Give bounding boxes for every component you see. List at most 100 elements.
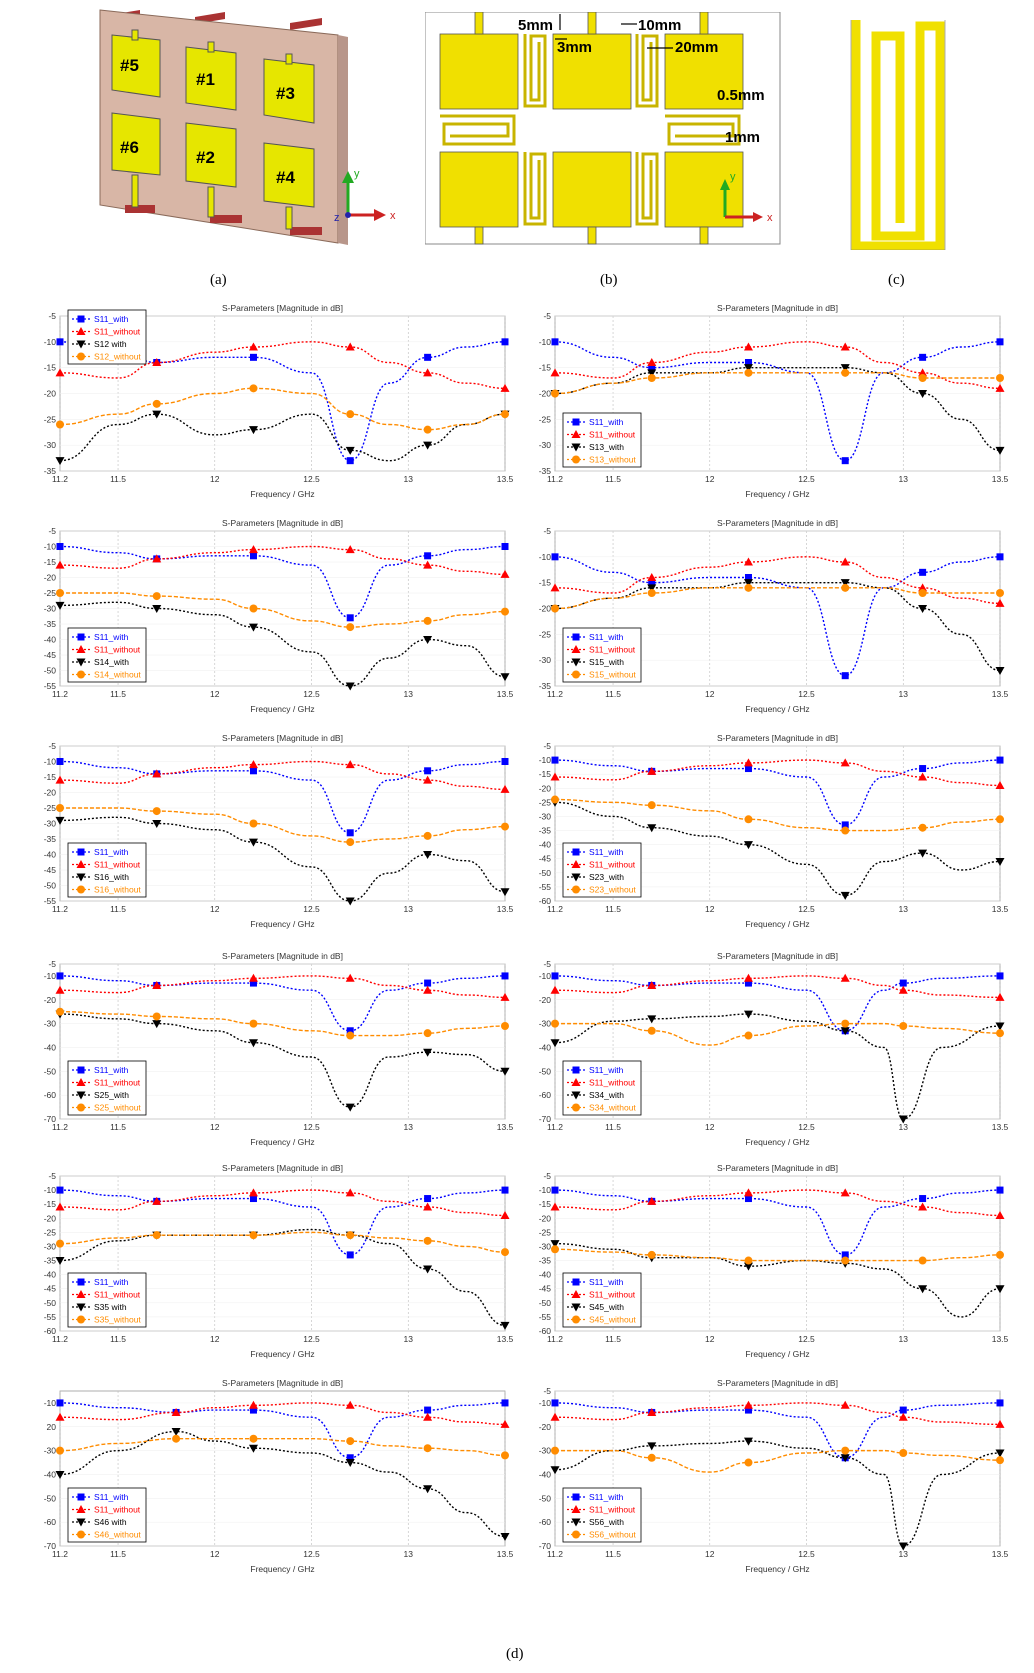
- series-line: [59, 601, 506, 687]
- y-tick-label: -50: [44, 1493, 57, 1503]
- x-tick-label: 13.5: [992, 474, 1009, 484]
- data-point: [424, 979, 432, 987]
- series-1: [550, 556, 1005, 607]
- legend-label: S34_without: [589, 1103, 636, 1113]
- data-point: [647, 584, 657, 593]
- x-tick-label: 13.5: [497, 1549, 514, 1559]
- dim-label: 0.5mm: [717, 87, 765, 104]
- data-point: [345, 1400, 355, 1409]
- y-tick-label: -45: [539, 1284, 552, 1294]
- y-tick-label: -35: [44, 1256, 57, 1266]
- series-line: [59, 413, 506, 462]
- data-point: [423, 1048, 433, 1057]
- data-point: [501, 410, 509, 419]
- data-point: [346, 410, 355, 419]
- data-point: [424, 353, 432, 361]
- data-point: [55, 560, 65, 569]
- data-point: [899, 979, 907, 987]
- x-tick-label: 13: [404, 1549, 414, 1559]
- data-point: [248, 838, 258, 847]
- x-tick-label: 11.5: [605, 1334, 621, 1344]
- data-point: [346, 614, 354, 622]
- y-tick-label: -40: [539, 1270, 552, 1280]
- x-tick-label: 13: [899, 474, 909, 484]
- data-point: [996, 374, 1004, 382]
- legend-marker: [77, 670, 85, 679]
- data-point: [996, 1029, 1004, 1038]
- data-point: [249, 819, 258, 828]
- legend-label: S11_without: [589, 860, 636, 870]
- data-point: [647, 766, 657, 775]
- y-tick-label: -10: [539, 1185, 552, 1195]
- x-tick-label: 12.5: [303, 1122, 320, 1132]
- axis-x-label: x: [767, 212, 773, 224]
- data-point: [841, 457, 849, 465]
- legend-marker: [77, 1278, 85, 1286]
- y-tick-label: -5: [543, 1386, 551, 1396]
- y-tick-label: -60: [44, 1517, 57, 1527]
- data-point: [501, 1451, 509, 1460]
- sparam-chart: S-Parameters [Magnitude in dB] 11.2 11.5 12…: [539, 951, 1009, 1147]
- series-line: [59, 760, 506, 791]
- data-point: [152, 554, 162, 563]
- x-tick-label: 12.5: [303, 474, 320, 484]
- data-point: [919, 353, 927, 361]
- legend-marker: [571, 1518, 581, 1527]
- patch-label: #4: [276, 168, 295, 187]
- data-point: [899, 1449, 908, 1457]
- y-tick-label: -55: [539, 1312, 552, 1322]
- data-point: [743, 841, 753, 850]
- x-tick-label: 11.5: [605, 1122, 621, 1132]
- y-tick-label: -10: [539, 971, 552, 981]
- data-point: [346, 1437, 355, 1446]
- legend-label: S16_without: [94, 885, 141, 895]
- legend: S11_with S11_without S14_with S14_without: [67, 627, 147, 683]
- legend-label: S14_without: [94, 670, 141, 680]
- legend-marker: [572, 1278, 580, 1286]
- series-line: [59, 341, 506, 390]
- series-line: [554, 587, 1000, 610]
- caption-d: (d): [506, 1646, 524, 1662]
- patch-label: #3: [276, 84, 295, 103]
- legend-marker: [76, 645, 86, 653]
- data-point: [918, 1256, 927, 1265]
- legend: S11_with S11_without S35 with S35_without: [67, 1272, 147, 1328]
- legend-label: S12 with: [94, 339, 127, 349]
- data-point: [55, 368, 65, 377]
- chart-title: S-Parameters [Magnitude in dB]: [222, 951, 343, 961]
- data-point: [996, 756, 1004, 764]
- data-point: [500, 888, 510, 897]
- data-point: [423, 1412, 433, 1421]
- data-point: [996, 553, 1004, 561]
- y-tick-label: -5: [48, 311, 56, 321]
- y-tick-label: -60: [539, 896, 552, 906]
- y-tick-label: -10: [44, 1185, 57, 1195]
- legend: S11_with S11_without S25_with S25_without: [67, 1060, 147, 1116]
- series-1: [55, 1188, 510, 1219]
- data-point: [743, 1010, 753, 1019]
- x-tick-label: 11.2: [52, 1549, 68, 1559]
- data-point: [345, 682, 355, 691]
- legend-marker: [571, 658, 581, 667]
- dim-label: 5mm: [518, 17, 553, 34]
- series-3: [56, 1434, 509, 1460]
- y-tick-label: -15: [44, 557, 57, 567]
- sparam-chart: S-Parameters [Magnitude in dB] 11.2 11.5 12…: [539, 1378, 1009, 1574]
- x-tick-label: 11.5: [110, 904, 126, 914]
- data-point: [551, 338, 559, 346]
- y-tick-label: -15: [44, 1199, 57, 1209]
- patches: [111, 34, 315, 208]
- x-axis-label: Frequency / GHz: [250, 489, 314, 499]
- data-point: [501, 972, 509, 980]
- chart-title: S-Parameters [Magnitude in dB]: [717, 1378, 838, 1388]
- y-tick-label: -25: [44, 414, 57, 424]
- data-point: [56, 420, 64, 429]
- series-line: [554, 341, 1001, 462]
- x-tick-label: 13: [404, 1334, 414, 1344]
- data-point: [56, 1239, 64, 1248]
- data-point: [899, 1022, 908, 1030]
- legend-label: S11_without: [94, 1290, 141, 1300]
- y-tick-label: -15: [44, 363, 57, 373]
- data-point: [647, 1407, 657, 1416]
- caption-b: (b): [600, 272, 618, 288]
